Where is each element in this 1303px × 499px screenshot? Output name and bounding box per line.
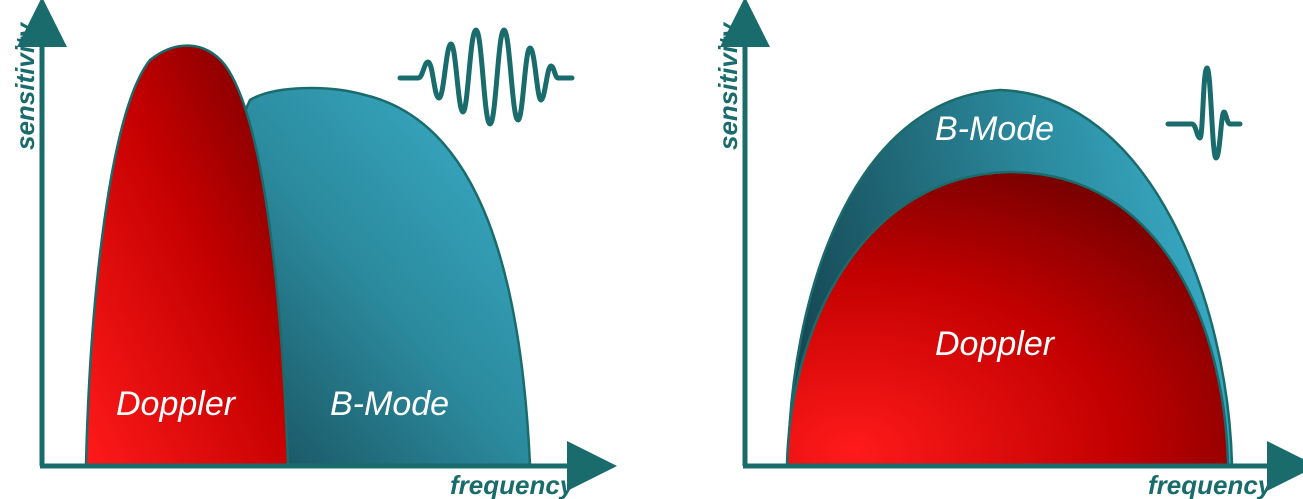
left-doppler-region <box>84 44 290 467</box>
left-y-axis-label: sensitivity <box>10 21 40 150</box>
right-doppler-label: Doppler <box>935 325 1056 363</box>
right-doppler-region <box>785 170 1230 467</box>
short-pulse-icon <box>1165 65 1243 161</box>
right-panel: sensitivity frequency B-Mode Doppler <box>713 0 1303 499</box>
right-x-axis-label: frequency <box>1148 470 1274 499</box>
left-x-axis-label: frequency <box>450 470 576 499</box>
right-bmode-label: B-Mode <box>935 110 1054 148</box>
long-pulse-icon <box>397 27 575 127</box>
left-panel: sensitivity frequency Doppler B-Mode <box>10 0 617 499</box>
left-bmode-label: B-Mode <box>330 385 449 423</box>
right-y-axis-label: sensitivity <box>713 21 743 150</box>
left-doppler-label: Doppler <box>116 385 237 423</box>
